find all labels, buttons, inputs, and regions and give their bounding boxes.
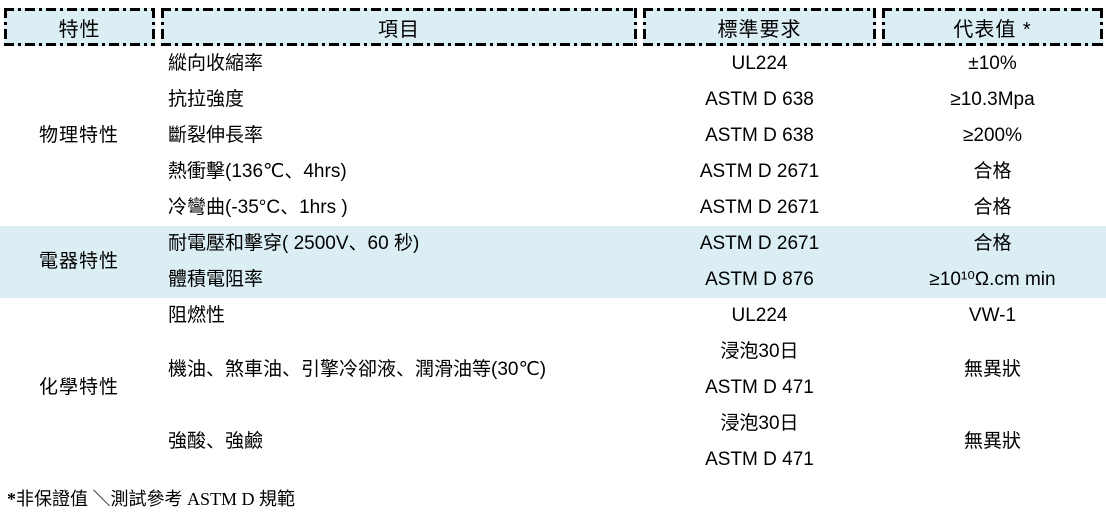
item-cell: 斷裂伸長率 bbox=[168, 125, 264, 147]
standard-line: ASTM D 2671 bbox=[699, 233, 820, 255]
standard-line: ASTM D 2671 bbox=[699, 197, 820, 219]
value-cell: 無異狀 bbox=[963, 359, 1021, 381]
item-cell: 熱衝擊(136℃、4hrs) bbox=[168, 161, 347, 183]
standard-cell: ASTM D 2671 bbox=[640, 154, 879, 190]
value-cell: ±10% bbox=[968, 53, 1017, 75]
value-cell: 無異狀 bbox=[963, 431, 1021, 453]
footnote-asterisk: * bbox=[7, 489, 16, 509]
standard-cell: ASTM D 638 bbox=[640, 118, 879, 154]
highlight-band bbox=[0, 226, 1106, 298]
standard-line: 浸泡30日 bbox=[720, 413, 799, 435]
header-label: 特性 bbox=[58, 18, 101, 41]
item-cell: 阻燃性 bbox=[168, 305, 226, 327]
header-cell-2: 項目 bbox=[161, 8, 637, 46]
standard-line: ASTM D 638 bbox=[705, 125, 814, 147]
category-cell: 物理特性 bbox=[38, 125, 119, 147]
item-cell: 縱向收縮率 bbox=[168, 53, 264, 75]
standard-cell: 浸泡30日 ASTM D 471 bbox=[640, 334, 879, 406]
standard-cell: UL224 bbox=[640, 46, 879, 82]
header-cell-1: 特性 bbox=[4, 8, 155, 46]
item-cell: 機油、煞車油、引擎冷卻液、潤滑油等(30℃) bbox=[168, 359, 547, 381]
standard-line: ASTM D 2671 bbox=[699, 161, 820, 183]
standard-cell: ASTM D 638 bbox=[640, 82, 879, 118]
standard-cell: 浸泡30日 ASTM D 471 bbox=[640, 406, 879, 478]
header-cell-3: 標準要求 bbox=[643, 8, 876, 46]
standard-line: 浸泡30日 bbox=[720, 341, 799, 363]
footnote-text: 非保證值 ＼測試參考 ASTM D 規範 bbox=[16, 489, 296, 509]
standard-cell: UL224 bbox=[640, 298, 879, 334]
standard-cell: ASTM D 2671 bbox=[640, 190, 879, 226]
header-label: 代表值 * bbox=[953, 18, 1032, 41]
spec-table: 特性 項目 標準要求 代表值 * 物理特性 縱向收縮率 UL224 ±10% 抗拉強度 ASTM … bbox=[0, 8, 1106, 478]
standard-cell: ASTM D 2671 bbox=[640, 226, 879, 262]
value-cell: 合格 bbox=[973, 233, 1012, 255]
standard-line: ASTM D 471 bbox=[705, 449, 814, 471]
category-cell: 化學特性 bbox=[38, 377, 119, 399]
item-cell: 抗拉強度 bbox=[168, 89, 245, 111]
footnote: *非保證值 ＼測試參考 ASTM D 規範 bbox=[7, 485, 295, 511]
standard-line: UL224 bbox=[731, 305, 788, 327]
category-cell: 電器特性 bbox=[38, 251, 119, 273]
value-cell: ≥200% bbox=[962, 125, 1023, 147]
value-cell: 合格 bbox=[973, 197, 1012, 219]
item-cell: 冷彎曲(-35°C、1hrs ) bbox=[168, 197, 348, 219]
standard-cell: ASTM D 876 bbox=[640, 262, 879, 298]
item-cell: 耐電壓和擊穿( 2500V、60 秒) bbox=[168, 233, 420, 255]
value-cell: VW-1 bbox=[968, 305, 1017, 327]
value-cell: 合格 bbox=[973, 161, 1012, 183]
standard-line: ASTM D 876 bbox=[705, 269, 814, 291]
value-cell: ≥10.3Mpa bbox=[950, 89, 1035, 111]
header-cell-4: 代表值 * bbox=[882, 8, 1103, 46]
value-cell: ≥10¹⁰Ω.cm min bbox=[929, 269, 1056, 291]
item-cell: 體積電阻率 bbox=[168, 269, 264, 291]
header-label: 項目 bbox=[378, 18, 420, 41]
standard-line: ASTM D 638 bbox=[705, 89, 814, 111]
standard-line: UL224 bbox=[731, 53, 788, 75]
standard-line: ASTM D 471 bbox=[705, 377, 814, 399]
header-label: 標準要求 bbox=[717, 18, 802, 41]
item-cell: 強酸、強鹼 bbox=[168, 431, 264, 453]
